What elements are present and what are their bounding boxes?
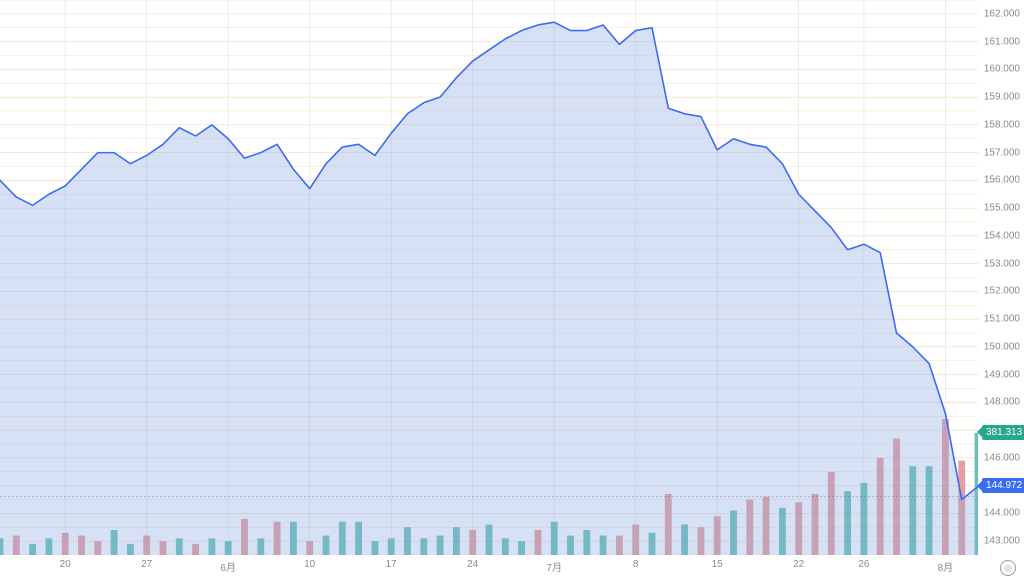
y-tick-label: 157.000: [984, 147, 1020, 158]
x-tick-label: 10: [304, 559, 315, 570]
y-tick-label: 146.000: [984, 452, 1020, 463]
x-tick-label: 17: [386, 559, 397, 570]
x-tick-label: 7月: [546, 559, 562, 574]
y-tick-label: 153.000: [984, 258, 1020, 269]
y-tick-label: 151.000: [984, 314, 1020, 325]
x-tick-label: 6月: [220, 559, 236, 574]
reset-scale-icon[interactable]: ◎: [1000, 560, 1016, 576]
y-tick-label: 144.000: [984, 508, 1020, 519]
volume-badge-value: 381.313 K: [986, 427, 1024, 438]
y-tick-label: 160.000: [984, 64, 1020, 75]
y-tick-label: 150.000: [984, 341, 1020, 352]
y-tick-label: 161.000: [984, 36, 1020, 47]
x-tick-label: 20: [60, 559, 71, 570]
y-tick-label: 152.000: [984, 286, 1020, 297]
y-tick-label: 155.000: [984, 203, 1020, 214]
price-line: [0, 0, 978, 555]
volume-badge: 381.313 K: [982, 425, 1024, 440]
x-tick-label: 15: [712, 559, 723, 570]
y-tick-label: 149.000: [984, 369, 1020, 380]
y-tick-label: 158.000: [984, 119, 1020, 130]
x-tick-label: 8: [633, 559, 639, 570]
price-badge: 144.972: [982, 478, 1024, 493]
y-tick-label: 154.000: [984, 230, 1020, 241]
x-axis[interactable]: 20 27 6月 10 17 24 7月 8 15 22 26 8月: [0, 555, 978, 582]
x-tick-label: 8月: [938, 559, 954, 574]
price-chart: 143.000144.000145.000146.000147.000148.0…: [0, 0, 1024, 582]
y-tick-label: 159.000: [984, 92, 1020, 103]
x-tick-label: 22: [793, 559, 804, 570]
y-axis[interactable]: 143.000144.000145.000146.000147.000148.0…: [978, 0, 1024, 555]
y-tick-label: 156.000: [984, 175, 1020, 186]
y-tick-label: 143.000: [984, 536, 1020, 547]
x-tick-label: 24: [467, 559, 478, 570]
y-tick-label: 162.000: [984, 8, 1020, 19]
plot-area[interactable]: [0, 0, 978, 555]
x-tick-label: 27: [141, 559, 152, 570]
x-tick-label: 26: [858, 559, 869, 570]
y-tick-label: 148.000: [984, 397, 1020, 408]
price-badge-value: 144.972: [986, 480, 1022, 491]
